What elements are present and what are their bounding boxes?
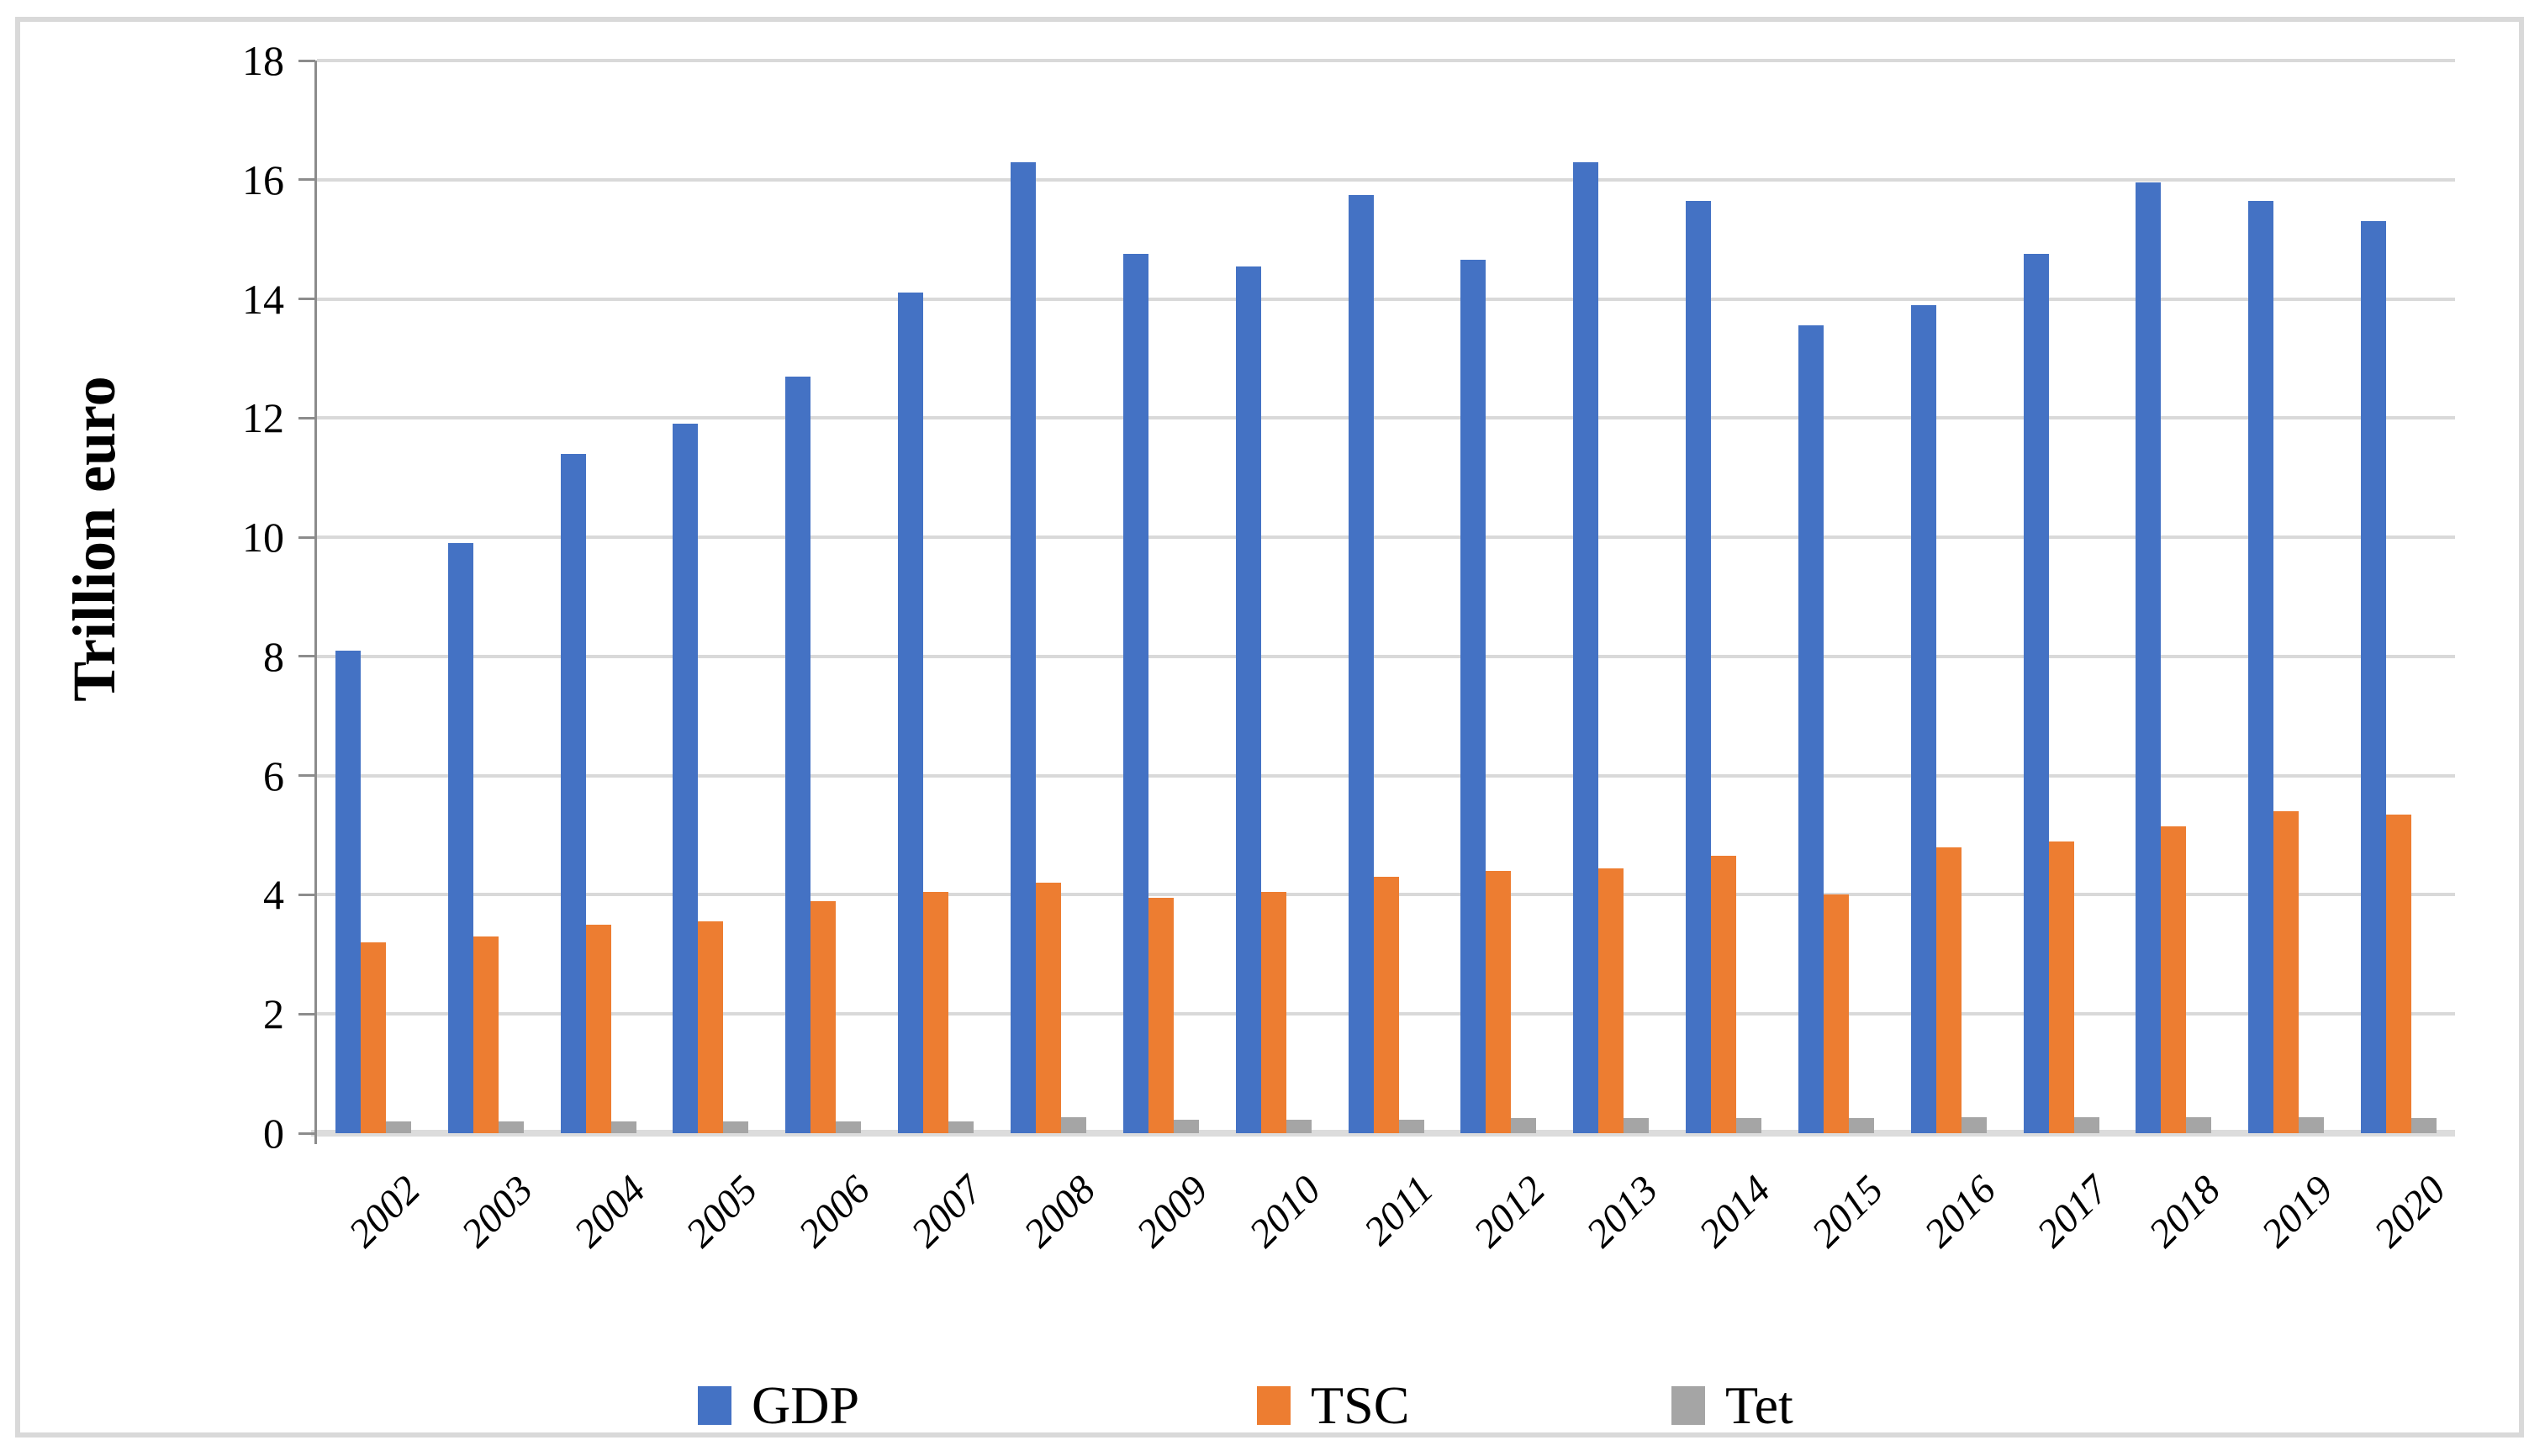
bar-tet-2012	[1511, 1117, 1537, 1133]
y-tick-0	[298, 1132, 315, 1135]
y-tick-label-14: 14	[242, 275, 284, 323]
x-axis-baseline	[311, 1130, 2455, 1137]
bar-gdp-2016	[1910, 304, 1936, 1133]
bar-gdp-2014	[1686, 200, 1712, 1133]
legend-label: GDP	[752, 1375, 860, 1435]
gridline-8	[317, 654, 2455, 658]
bar-tet-2003	[498, 1121, 524, 1133]
bar-tsc-2002	[360, 942, 386, 1133]
bar-gdp-2018	[2136, 182, 2162, 1133]
bar-tet-2019	[2299, 1116, 2325, 1133]
y-tick-14	[298, 298, 315, 301]
y-tick-12	[298, 416, 315, 419]
bar-tsc-2018	[2161, 826, 2187, 1133]
bar-tsc-2007	[923, 891, 949, 1133]
bar-gdp-2002	[335, 650, 361, 1133]
y-tick-label-6: 6	[263, 752, 284, 799]
bar-tsc-2016	[1935, 847, 1962, 1133]
bar-gdp-2008	[1010, 161, 1036, 1133]
gridline-12	[317, 416, 2455, 420]
y-tick-label-12: 12	[242, 394, 284, 442]
figure-border	[15, 17, 2524, 1438]
bar-tet-2010	[1286, 1119, 1312, 1133]
bar-tsc-2015	[1823, 894, 1849, 1133]
bar-tet-2006	[836, 1121, 862, 1133]
y-tick-2	[298, 1012, 315, 1016]
y-tick-label-8: 8	[263, 632, 284, 680]
y-tick-18	[298, 59, 315, 62]
y-tick-label-0: 0	[263, 1110, 284, 1157]
legend-swatch-tsc	[1257, 1386, 1291, 1425]
bar-tet-2008	[1060, 1116, 1086, 1133]
y-tick-4	[298, 893, 315, 896]
gridline-18	[317, 59, 2455, 62]
legend-swatch-tet	[1671, 1386, 1705, 1425]
bar-tsc-2019	[2273, 811, 2299, 1133]
bar-gdp-2013	[1573, 161, 1599, 1133]
bar-tet-2009	[1173, 1120, 1199, 1133]
bar-tsc-2014	[1711, 856, 1737, 1133]
bar-tet-2018	[2186, 1116, 2212, 1133]
legend-item-tsc: TSC	[1257, 1375, 1410, 1435]
bar-tet-2007	[948, 1121, 974, 1133]
y-axis-line	[314, 61, 317, 1144]
gridline-10	[317, 535, 2455, 540]
y-tick-label-16: 16	[242, 156, 284, 203]
bar-tet-2002	[385, 1121, 411, 1133]
y-tick-label-4: 4	[263, 871, 284, 919]
bar-tet-2020	[2411, 1117, 2437, 1133]
legend-item-gdp: GDP	[698, 1375, 860, 1435]
bar-tsc-2017	[2048, 841, 2074, 1133]
bar-tsc-2003	[473, 936, 499, 1133]
bar-tsc-2020	[2386, 814, 2412, 1133]
gridline-14	[317, 297, 2455, 301]
bar-tsc-2009	[1148, 897, 1174, 1133]
bar-gdp-2012	[1460, 260, 1486, 1133]
bar-tet-2005	[723, 1121, 749, 1133]
y-tick-label-2: 2	[263, 990, 284, 1038]
bar-gdp-2007	[898, 293, 924, 1133]
bar-tsc-2013	[1598, 868, 1624, 1133]
bar-tsc-2010	[1260, 891, 1286, 1133]
bar-tet-2017	[2073, 1116, 2099, 1133]
gridline-16	[317, 177, 2455, 182]
bar-tsc-2012	[1486, 871, 1512, 1133]
legend-swatch-gdp	[698, 1386, 731, 1425]
y-tick-label-18: 18	[242, 37, 284, 84]
bar-gdp-2019	[2248, 200, 2274, 1133]
bar-gdp-2015	[1798, 325, 1824, 1133]
bar-tet-2016	[1961, 1116, 1987, 1133]
bar-gdp-2011	[1348, 194, 1374, 1133]
bar-tsc-2011	[1373, 877, 1399, 1133]
legend-label: Tet	[1725, 1375, 1793, 1435]
bar-gdp-2009	[1122, 254, 1148, 1133]
y-tick-10	[298, 535, 315, 539]
bar-gdp-2003	[447, 543, 473, 1133]
legend-item-tet: Tet	[1671, 1375, 1793, 1435]
gridline-6	[317, 773, 2455, 778]
bar-gdp-2020	[2361, 221, 2387, 1133]
bar-tet-2011	[1398, 1119, 1424, 1133]
bar-tsc-2004	[585, 924, 611, 1133]
bar-tet-2013	[1624, 1117, 1650, 1133]
bar-tsc-2006	[810, 900, 837, 1133]
bar-gdp-2005	[673, 424, 699, 1133]
legend-label: TSC	[1311, 1375, 1410, 1435]
bar-gdp-2010	[1235, 266, 1261, 1133]
bar-tsc-2005	[698, 921, 724, 1133]
bar-gdp-2006	[785, 376, 811, 1133]
bar-tet-2015	[1848, 1118, 1874, 1133]
bar-gdp-2017	[2023, 254, 2049, 1133]
y-tick-16	[298, 178, 315, 182]
bar-tet-2014	[1736, 1117, 1762, 1133]
bar-gdp-2004	[560, 453, 586, 1133]
y-tick-label-10: 10	[242, 514, 284, 562]
y-tick-6	[298, 774, 315, 778]
bar-tsc-2008	[1035, 883, 1061, 1133]
bar-tet-2004	[610, 1121, 636, 1133]
y-tick-8	[298, 655, 315, 658]
